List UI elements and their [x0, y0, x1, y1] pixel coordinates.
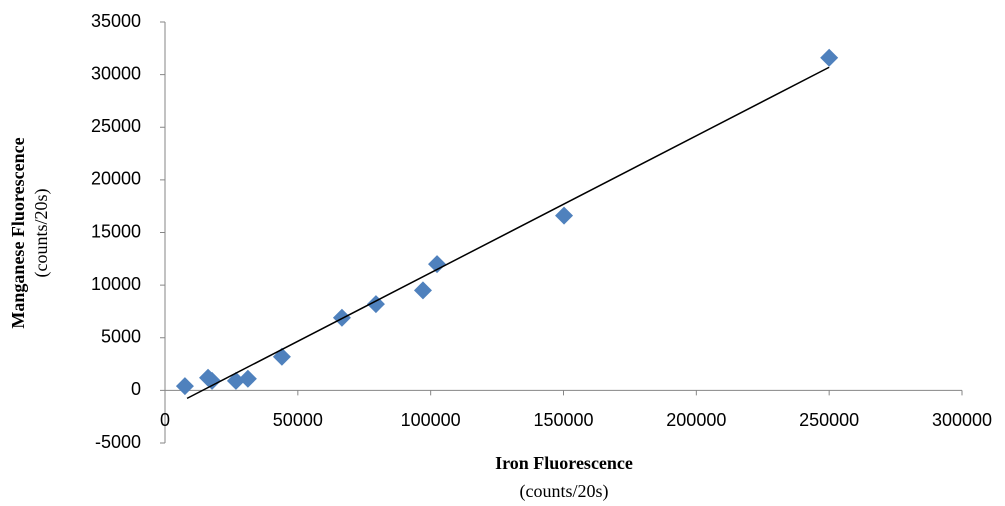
point [413, 281, 432, 300]
point [820, 48, 839, 67]
x-tick-label: 150000 [533, 410, 593, 430]
point [203, 371, 222, 390]
x-tick-label: 200000 [666, 410, 726, 430]
x-tick-label: 300000 [932, 410, 992, 430]
x-tick-label: 50000 [273, 410, 323, 430]
point [272, 347, 291, 366]
y-tick-label: 10000 [91, 274, 141, 294]
trendline [186, 66, 830, 400]
point [428, 255, 447, 274]
y-tick-label: 5000 [101, 327, 141, 347]
y-tick-label: 25000 [91, 116, 141, 136]
y-tick-label: 30000 [91, 63, 141, 83]
y-tick-label: 0 [131, 379, 141, 399]
y-axis-units: (counts/20s) [31, 189, 52, 278]
y-tick-label: 20000 [91, 169, 141, 189]
y-tick-label: 35000 [91, 11, 141, 31]
point [555, 206, 574, 225]
x-tick-label: 0 [160, 410, 170, 430]
y-tick-label: -5000 [95, 432, 141, 452]
x-tick-label: 100000 [401, 410, 461, 430]
point [238, 369, 257, 388]
x-axis-units: (counts/20s) [520, 481, 609, 502]
point [366, 295, 385, 314]
point [175, 377, 194, 396]
x-tick-label: 250000 [799, 410, 859, 430]
y-axis-title: Manganese Fluorescence [8, 137, 28, 328]
point [226, 371, 245, 390]
y-tick-label: 15000 [91, 221, 141, 241]
x-axis-title: Iron Fluorescence [495, 453, 633, 473]
